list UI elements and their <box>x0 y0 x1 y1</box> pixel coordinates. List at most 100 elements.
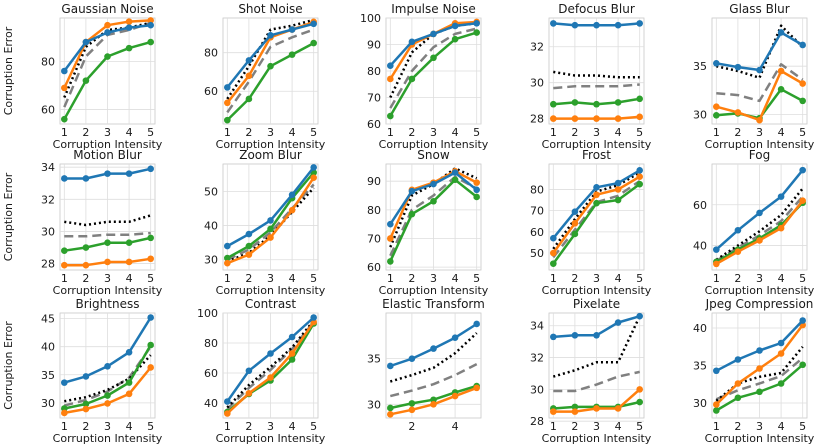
y-tick-label: 60 <box>41 104 55 117</box>
data-point-blue <box>267 350 274 357</box>
x-tick-label: 2 <box>245 420 252 433</box>
x-tick-label: 4 <box>289 272 296 285</box>
x-tick-label: 3 <box>104 420 111 433</box>
data-point-orange <box>756 365 763 372</box>
data-point-green <box>61 115 68 123</box>
x-axis-label: Corruption Intensity <box>216 284 326 297</box>
data-point-blue <box>61 67 68 75</box>
y-tick-label: 35 <box>693 60 707 73</box>
data-point-orange <box>125 258 133 266</box>
x-tick-label: 3 <box>104 272 111 285</box>
data-point-blue <box>734 226 742 234</box>
data-point-blue <box>224 242 231 250</box>
data-point-orange <box>147 17 154 24</box>
data-point-green <box>636 95 643 103</box>
data-point-orange <box>777 350 785 357</box>
x-tick-label: 5 <box>310 272 317 285</box>
data-point-green <box>387 404 394 412</box>
x-tick-label: 5 <box>799 272 806 285</box>
data-point-green <box>224 254 231 262</box>
data-point-orange <box>224 259 231 267</box>
data-point-orange <box>550 249 557 257</box>
data-point-orange <box>310 174 317 181</box>
y-tick-label: 30 <box>693 397 707 410</box>
data-point-green <box>387 258 394 265</box>
data-point-green <box>451 176 459 184</box>
subplot-gaussian-noise: 1 2 3 4 5 60 80 Gaussian Noise Corruption Intens… <box>2 2 163 151</box>
y-tick-label: 28 <box>530 113 544 126</box>
data-point-green <box>614 99 622 106</box>
data-point-green <box>245 242 253 250</box>
data-point-blue <box>147 165 154 173</box>
data-point-blue <box>451 334 459 341</box>
x-tick-label: 1 <box>713 126 720 139</box>
data-point-green <box>713 407 720 414</box>
y-tick-label: 80 <box>204 337 218 350</box>
data-point-blue <box>571 331 579 339</box>
data-point-blue <box>777 29 785 36</box>
subplot-title: Elastic Transform <box>382 297 485 311</box>
y-tick-label: 90 <box>367 175 381 188</box>
data-point-green <box>408 400 416 407</box>
x-tick-label: 4 <box>615 126 622 139</box>
data-point-orange <box>756 116 763 124</box>
x-tick-label: 2 <box>82 272 89 285</box>
y-axis-label: Corruption Error <box>2 172 15 261</box>
y-tick-label: 80 <box>367 204 381 217</box>
data-point-orange <box>473 179 480 186</box>
data-point-orange <box>408 406 416 414</box>
data-point-blue <box>387 362 394 370</box>
data-point-green <box>430 54 437 62</box>
x-tick-label: 3 <box>593 420 600 433</box>
data-point-green <box>147 341 154 349</box>
data-point-green <box>267 225 274 233</box>
y-tick-label: 30 <box>41 225 55 238</box>
subplot-zoom-blur: 1 2 3 4 5 30 40 50 Zoom Blur Corruption Intensity <box>204 148 326 297</box>
y-tick-label: 40 <box>693 322 707 335</box>
data-point-orange <box>636 113 643 121</box>
data-point-orange <box>147 255 154 263</box>
data-point-green <box>82 77 90 84</box>
x-tick-label: 1 <box>61 272 68 285</box>
data-point-blue <box>614 21 622 29</box>
series-line-gray-dashed <box>553 83 640 90</box>
series-line-black-dotted <box>226 319 315 409</box>
y-tick-label: 70 <box>530 205 544 218</box>
y-tick-label: 35 <box>693 360 707 373</box>
data-point-orange <box>125 18 133 25</box>
data-point-orange <box>82 405 90 413</box>
y-tick-label: 60 <box>367 261 381 274</box>
series-line-gray-dashed <box>226 321 315 410</box>
x-tick-label: 1 <box>61 126 68 139</box>
data-point-blue <box>125 349 133 356</box>
x-tick-label: 4 <box>289 126 296 139</box>
x-tick-label: 5 <box>799 420 806 433</box>
y-tick-label: 50 <box>530 247 544 260</box>
subplot-frost: 1 2 3 4 5 50 60 70 80 Frost Corruption Intensity <box>530 148 652 297</box>
x-tick-label: 2 <box>571 126 578 139</box>
subplot-jpeg-compression: 1 2 3 4 5 30 35 40 Jpeg Compression Corruption In… <box>693 297 814 445</box>
data-point-green <box>593 100 600 108</box>
y-tick-label: 90 <box>367 39 381 52</box>
data-point-green <box>224 116 231 124</box>
data-point-blue <box>756 209 763 217</box>
data-point-blue <box>245 57 253 64</box>
data-point-blue <box>571 208 579 215</box>
subplot-snow: 1 2 3 4 5 60 70 80 90 Snow Corruption Intensity <box>367 148 489 297</box>
data-point-blue <box>571 21 579 29</box>
series-line-gray-dashed <box>389 27 477 109</box>
y-tick-label: 30 <box>530 77 544 90</box>
data-point-orange <box>713 401 720 408</box>
x-tick-label: 5 <box>147 126 154 139</box>
data-point-orange <box>387 235 394 242</box>
data-point-orange <box>636 386 643 393</box>
data-point-orange <box>777 224 785 232</box>
data-point-blue <box>550 234 557 242</box>
y-tick-label: 50 <box>204 185 218 198</box>
data-point-orange <box>245 72 253 80</box>
data-point-blue <box>713 367 720 375</box>
data-point-orange <box>571 115 579 122</box>
data-point-blue <box>550 333 557 341</box>
x-tick-label: 2 <box>245 272 252 285</box>
